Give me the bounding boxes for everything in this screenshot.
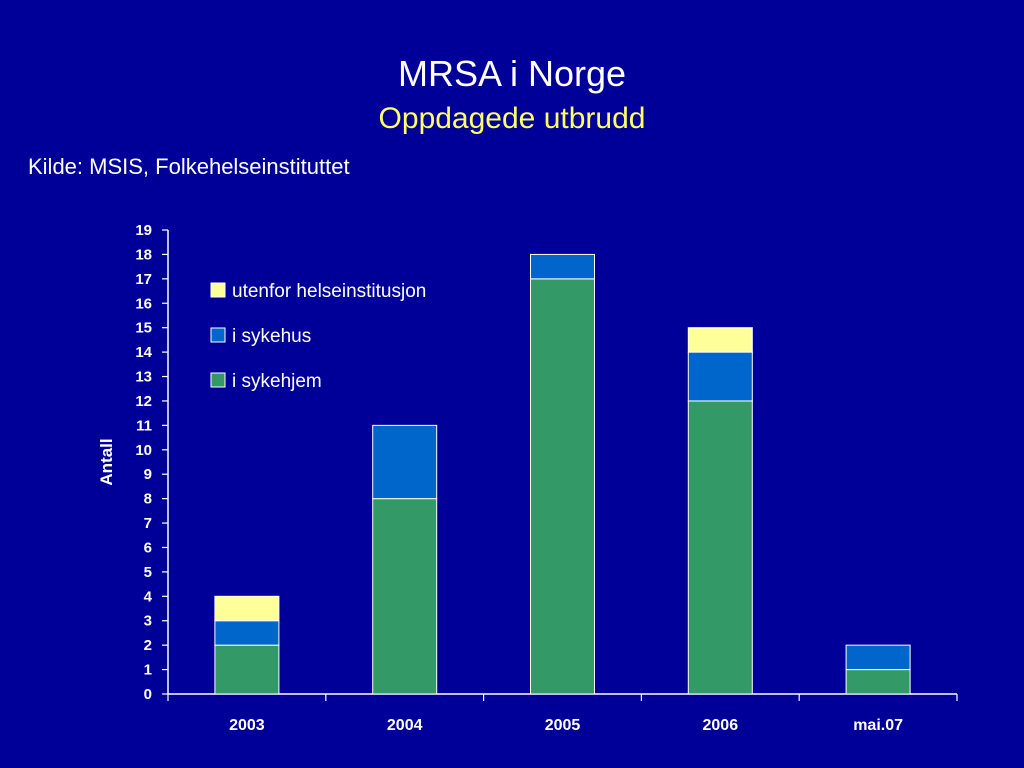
x-tick-label-2004: 2004 [387,717,423,734]
y-tick-label: 1 [144,662,152,679]
bar-2006-utenfor-helseinstitusjon [687,327,753,353]
legend-label-i-sykehus: i sykehus [232,326,311,347]
legend-swatch-i-sykehus [210,327,226,343]
y-tick-label: 4 [144,588,153,605]
legend-label-i-sykehjem: i sykehjem [232,371,322,392]
bar-2004-i-sykehus [372,424,438,500]
bar-mai-07-i-sykehus [845,644,911,671]
bar-2003-i-sykehjem [214,644,280,695]
y-tick-label: 19 [135,222,152,239]
y-tick-label: 15 [135,320,152,337]
bar-2003-i-sykehus [214,620,280,646]
y-tick-label: 18 [135,246,152,263]
x-tick-label-2005: 2005 [545,717,581,734]
slide-subtitle: Oppdagede utbrudd [378,102,646,135]
x-tick-label-2003: 2003 [229,717,265,734]
y-tick-label: 7 [144,515,152,532]
bar-2004-i-sykehjem [372,498,438,695]
y-tick-label: 0 [144,686,152,703]
y-tick-label: 2 [144,637,152,654]
legend-swatch-i-sykehjem [210,372,226,388]
y-tick-label: 8 [144,491,152,508]
y-tick-label: 3 [144,613,152,630]
bar-2005-i-sykehjem [530,278,595,695]
legend-swatch-utenfor-helseinstitusjon [210,282,226,298]
y-tick-label: 5 [144,564,152,581]
x-tick-label-mai-07: mai.07 [853,717,903,734]
bar-2006-i-sykehjem [687,400,753,695]
y-tick-label: 6 [144,539,152,556]
source-note: Kilde: MSIS, Folkehelseinstituttet [28,154,350,179]
y-tick-label: 17 [135,271,152,288]
y-tick-label: 10 [135,442,152,459]
y-tick-label: 12 [135,393,152,410]
slide-title: MRSA i Norge [397,53,627,94]
y-tick-label: 11 [136,417,152,434]
chart-bars [214,253,911,695]
bar-2003-utenfor-helseinstitusjon [214,595,280,622]
bar-2005-i-sykehus [530,253,595,280]
y-tick-label: 13 [135,369,152,386]
chart-legend: utenfor helseinstitusjon i sykehus i sykeh… [210,281,426,392]
bar-mai-07-i-sykehjem [845,669,911,695]
bar-2006-i-sykehus [687,351,753,402]
y-tick-label: 16 [135,295,152,312]
x-tick-label-2006: 2006 [703,717,739,734]
y-tick-label: 9 [144,466,152,483]
legend-label-utenfor-helseinstitusjon: utenfor helseinstitusjon [232,281,426,302]
y-axis-label: Antall [97,438,116,485]
y-tick-label: 14 [135,344,152,361]
